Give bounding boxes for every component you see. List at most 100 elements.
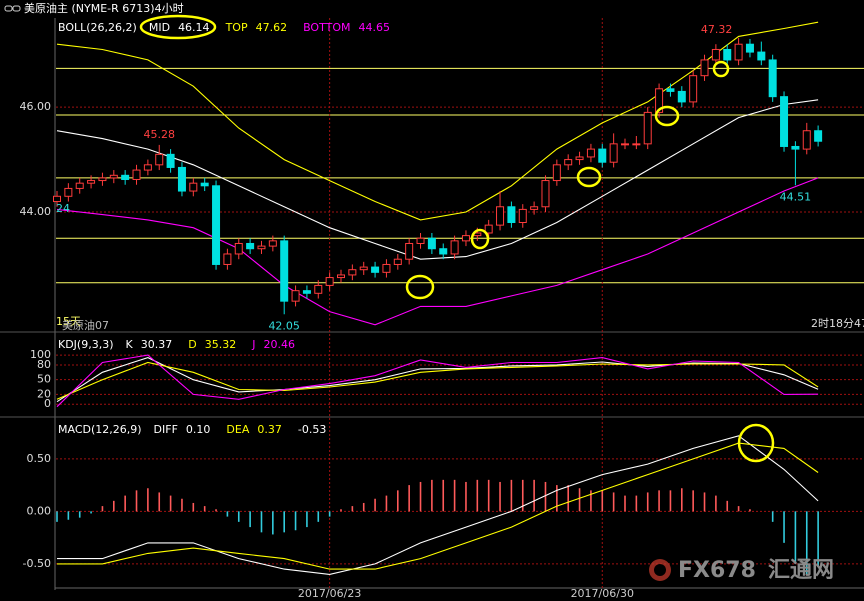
- x-tick-label: 2017/06/30: [571, 587, 634, 600]
- candle-body: [348, 269, 357, 276]
- candle-body: [314, 284, 323, 294]
- price-label: 47.32: [701, 23, 733, 36]
- legend-value: 44.65: [358, 21, 390, 34]
- candle-body: [87, 180, 96, 184]
- candle-body: [723, 48, 732, 61]
- candle-body: [677, 90, 686, 103]
- candle-body: [75, 182, 84, 189]
- candle-body: [564, 159, 573, 166]
- plot-layer: 44.00 46.00 2017/06/23 2017/06/30 45.28 42.05…: [20, 18, 864, 600]
- candle-body: [132, 169, 141, 181]
- candle-body: [768, 59, 777, 98]
- legend-value: 0.37: [257, 423, 282, 436]
- candle-body: [802, 130, 811, 150]
- indicator-line: [56, 354, 819, 408]
- legend-name: K: [126, 338, 134, 351]
- candle-body: [393, 258, 402, 265]
- candle-body: [541, 180, 550, 208]
- candle-body: [609, 143, 618, 163]
- candle-body: [280, 240, 289, 302]
- indicator-line: [57, 442, 819, 570]
- candle-body: [518, 208, 527, 224]
- candle-body: [121, 174, 130, 181]
- candle-body: [200, 182, 209, 187]
- candle-body: [223, 253, 232, 265]
- y-tick-label: 46.00: [20, 100, 52, 113]
- annotation: 2时18分47: [811, 317, 864, 330]
- candle-body: [291, 290, 300, 302]
- candle-body: [461, 235, 470, 242]
- chart-title: 美原油主 (NYME-R 6713)4小时: [24, 1, 184, 15]
- annotation: 15天: [56, 315, 81, 328]
- candle-body: [666, 88, 675, 92]
- watermark-brand: FX678: [678, 558, 756, 583]
- highlight-circles: [139, 14, 775, 463]
- candle-body: [689, 75, 698, 103]
- price-label: 42.05: [268, 319, 300, 332]
- candle-body: [212, 185, 221, 265]
- y-tick-label: 20: [37, 387, 51, 400]
- legend-name: DIFF: [154, 423, 178, 436]
- candle-body: [371, 266, 380, 273]
- candle-body: [700, 59, 709, 77]
- legend-value: 0.10: [186, 423, 211, 436]
- candle-body: [484, 224, 493, 234]
- y-tick-label: 80: [37, 358, 51, 371]
- candle-body: [268, 240, 277, 247]
- candle-body: [427, 237, 436, 250]
- candle-body: [586, 148, 595, 158]
- legend-title: BOLL(26,26,2): [58, 21, 137, 34]
- candle-body: [325, 277, 334, 286]
- price-label: 45.28: [143, 128, 175, 141]
- candle-body: [643, 111, 652, 145]
- candle-body: [359, 266, 368, 271]
- legend-value: 46.14: [178, 21, 210, 34]
- legend-name: MID: [149, 21, 170, 34]
- candle-body: [655, 88, 664, 113]
- y-tick-label: 0.00: [27, 504, 52, 517]
- candle-body: [734, 43, 743, 61]
- indicator-line: [56, 361, 819, 400]
- legend-title: MACD(12,26,9): [58, 423, 142, 436]
- y-tick-label: 100: [30, 348, 51, 361]
- candle-body: [791, 145, 800, 150]
- legend-value: 20.46: [263, 338, 295, 351]
- candle-body: [405, 242, 414, 260]
- candle-body: [439, 248, 448, 255]
- candle-body: [632, 143, 641, 146]
- watermark-logo: [649, 559, 671, 581]
- candle-body: [53, 195, 61, 203]
- candle-body: [621, 143, 629, 146]
- legend-name: J: [251, 338, 255, 351]
- candle-body: [109, 174, 118, 179]
- price-label: 44.51: [780, 190, 812, 203]
- legend-value: -0.53: [298, 423, 326, 436]
- indicator-line: [56, 357, 819, 403]
- candle-body: [450, 240, 459, 255]
- legend-value: 47.62: [256, 21, 288, 34]
- legend-title: KDJ(9,3,3): [58, 338, 114, 351]
- candle-body: [745, 43, 754, 53]
- y-tick-label: 50: [37, 373, 51, 386]
- candle-body: [143, 164, 152, 171]
- candle-body: [234, 242, 243, 255]
- candle-body: [257, 245, 266, 250]
- candle-body: [814, 130, 823, 142]
- legend-value: 30.37: [141, 338, 173, 351]
- candle-body: [575, 156, 584, 161]
- x-tick-label: 2017/06/23: [298, 587, 361, 600]
- legend-value: 35.32: [205, 338, 237, 351]
- candle-body: [98, 177, 107, 182]
- legend-name: BOTTOM: [303, 21, 350, 34]
- candle-body: [382, 263, 391, 273]
- y-tick-label: 0: [44, 397, 51, 410]
- indicator-line: [56, 177, 819, 326]
- candle-body: [189, 182, 198, 192]
- candle-body: [711, 48, 720, 61]
- legend-name: DEA: [226, 423, 249, 436]
- y-tick-label: 44.00: [20, 205, 52, 218]
- candle-body: [64, 187, 73, 197]
- candle-body: [530, 206, 539, 210]
